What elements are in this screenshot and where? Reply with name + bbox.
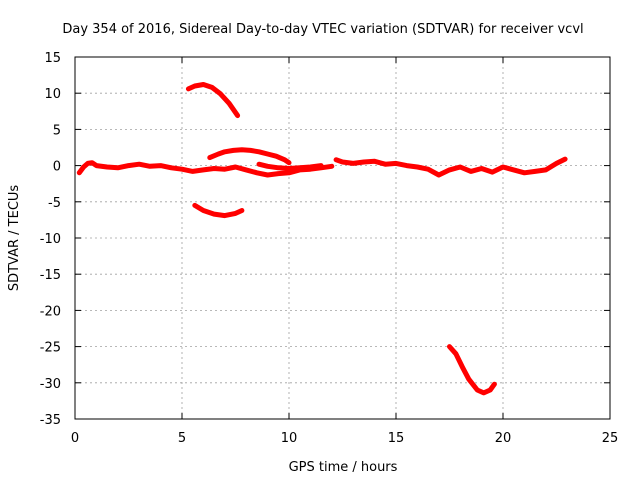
- y-tick-label: -20: [40, 304, 61, 319]
- x-axis-label: GPS time / hours: [289, 460, 398, 475]
- y-tick-label: 10: [44, 87, 61, 102]
- x-tick-label: 20: [495, 431, 512, 446]
- y-tick-label: 0: [53, 160, 61, 175]
- y-tick-label: -25: [40, 341, 61, 356]
- y-tick-label: -5: [48, 196, 61, 211]
- series-arc-high: [185, 82, 241, 119]
- series-main-trace-b: [333, 156, 568, 178]
- series-hump-upper-arc: [256, 161, 324, 171]
- y-tick-label: -10: [40, 232, 61, 247]
- y-tick-label: -35: [40, 413, 61, 428]
- series-main-trace-a: [76, 160, 335, 178]
- y-axis-label: SDTVAR / TECUs: [7, 185, 22, 292]
- series-arc-mid: [207, 147, 292, 166]
- series-layer: [76, 82, 568, 396]
- y-tick-label: -15: [40, 268, 61, 283]
- y-tick-label: -30: [40, 377, 61, 392]
- x-tick-label: 0: [71, 431, 79, 446]
- chart-title: Day 354 of 2016, Sidereal Day-to-day VTE…: [62, 22, 583, 37]
- x-axis-ticks: 0 5 10 15 20 25: [71, 57, 618, 446]
- y-tick-label: 5: [53, 123, 61, 138]
- x-tick-label: 10: [281, 431, 298, 446]
- y-axis-ticks: 15 10 5 0 -5 -10 -15 -20 -25 -30 -35: [40, 51, 610, 428]
- grid-layer: [75, 57, 610, 419]
- x-tick-label: 15: [388, 431, 405, 446]
- series-arc-bottom: [447, 344, 497, 396]
- x-tick-label: 5: [178, 431, 186, 446]
- x-tick-label: 25: [602, 431, 619, 446]
- series-arc-low: [192, 202, 245, 219]
- y-tick-label: 15: [44, 51, 61, 66]
